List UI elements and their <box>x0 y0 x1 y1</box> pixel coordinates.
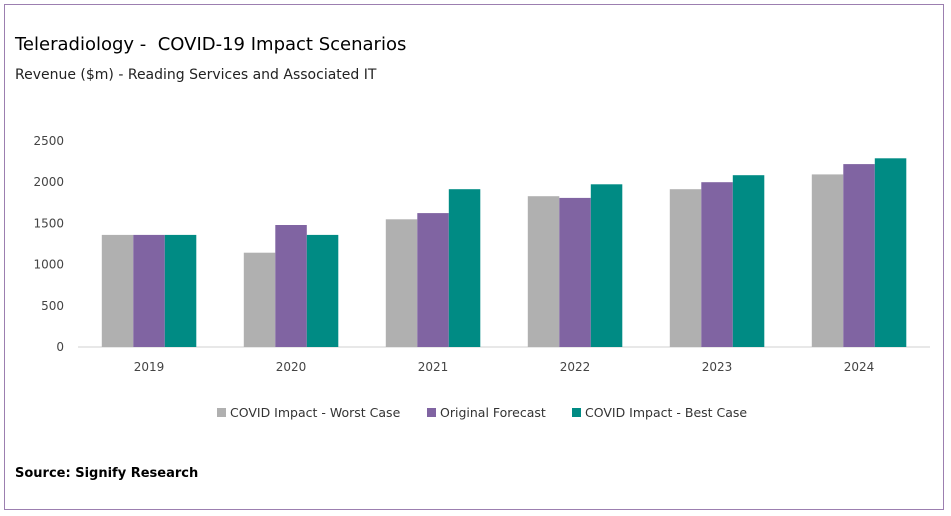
x-tick-label: 2024 <box>844 360 875 374</box>
bar-series <box>101 158 907 347</box>
y-axis-ticks: 0 500 1000 1500 2000 2500 <box>33 134 64 354</box>
bar-covid-impact-worst-case-2022 <box>527 196 560 347</box>
bar-covid-impact-best-case-2019 <box>164 234 197 347</box>
x-tick-label: 2022 <box>560 360 591 374</box>
x-tick-label: 2023 <box>702 360 733 374</box>
bar-covid-impact-best-case-2020 <box>306 234 339 347</box>
legend-label: Original Forecast <box>440 405 546 420</box>
bar-original-forecast-2019 <box>133 234 165 347</box>
chart-legend: COVID Impact - Worst Case Original Foreca… <box>217 405 747 420</box>
legend-swatch <box>217 408 226 417</box>
legend-label: COVID Impact - Best Case <box>585 405 747 420</box>
legend-swatch <box>572 408 581 417</box>
y-tick-label: 1000 <box>33 258 64 272</box>
chart-subtitle: Revenue ($m) - Reading Services and Asso… <box>15 67 377 83</box>
bar-original-forecast-2022 <box>559 197 591 347</box>
x-tick-label: 2019 <box>134 360 165 374</box>
x-axis-ticks: 2019 2020 2021 2022 2023 2024 <box>134 360 875 374</box>
bar-covid-impact-best-case-2022 <box>590 184 623 347</box>
bar-covid-impact-best-case-2021 <box>448 189 481 347</box>
y-tick-label: 2500 <box>33 134 64 148</box>
x-tick-label: 2021 <box>418 360 449 374</box>
bar-covid-impact-worst-case-2024 <box>811 174 844 347</box>
source-note: Source: Signify Research <box>15 466 199 481</box>
y-tick-label: 500 <box>41 299 64 313</box>
bar-covid-impact-worst-case-2023 <box>669 189 702 347</box>
bar-covid-impact-worst-case-2019 <box>101 234 134 347</box>
y-tick-label: 2000 <box>33 175 64 189</box>
x-tick-label: 2020 <box>276 360 307 374</box>
bar-covid-impact-worst-case-2021 <box>385 219 418 347</box>
y-tick-label: 0 <box>56 340 64 354</box>
chart-title: Teleradiology - COVID-19 Impact Scenario… <box>15 34 407 55</box>
bar-original-forecast-2021 <box>417 213 449 347</box>
bar-original-forecast-2024 <box>843 164 875 347</box>
legend-label: COVID Impact - Worst Case <box>230 405 401 420</box>
bar-covid-impact-worst-case-2020 <box>243 252 276 347</box>
y-tick-label: 1500 <box>33 216 64 230</box>
bar-original-forecast-2023 <box>701 182 733 347</box>
bar-original-forecast-2020 <box>275 225 307 347</box>
bar-covid-impact-best-case-2024 <box>874 158 907 347</box>
legend-swatch <box>427 408 436 417</box>
bar-covid-impact-best-case-2023 <box>732 175 765 347</box>
